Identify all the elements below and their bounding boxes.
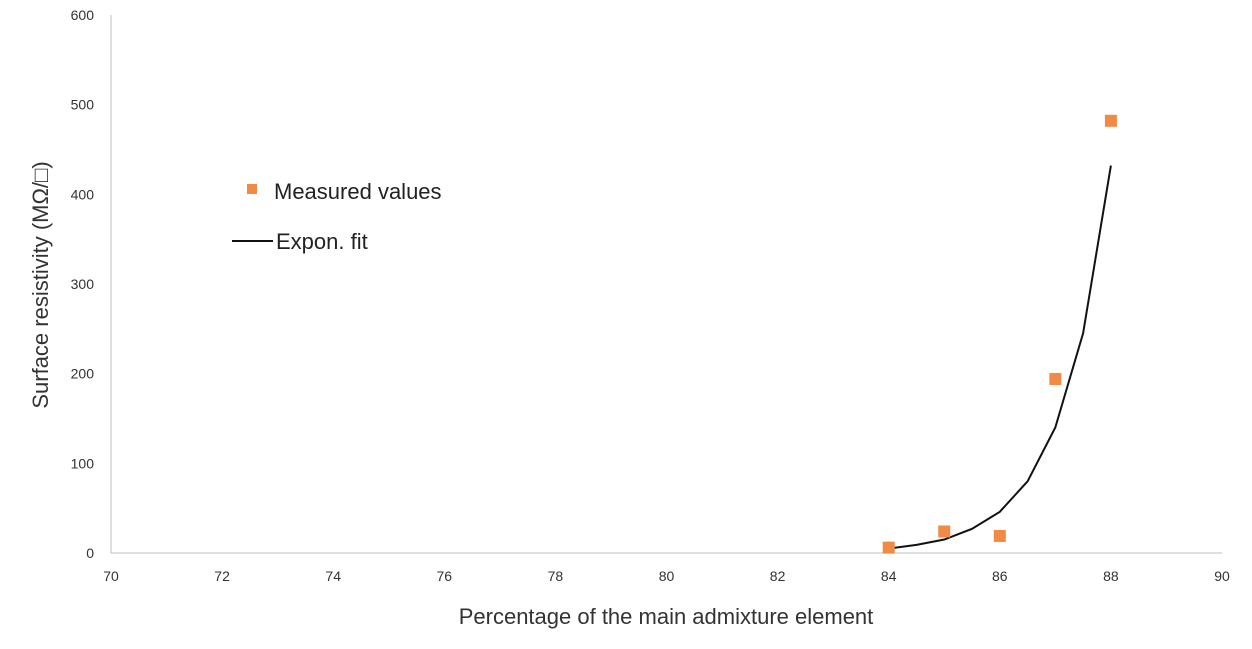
data-point bbox=[938, 525, 951, 538]
y-tick-label: 300 bbox=[71, 276, 95, 292]
x-tick-label: 76 bbox=[437, 568, 453, 584]
y-tick-label: 200 bbox=[71, 366, 95, 382]
legend-label-measured: Measured values bbox=[274, 179, 442, 204]
x-tick-label: 80 bbox=[659, 568, 675, 584]
data-point bbox=[882, 541, 895, 554]
x-tick-label: 84 bbox=[881, 568, 897, 584]
data-point bbox=[1049, 373, 1062, 386]
x-tick-label: 72 bbox=[214, 568, 230, 584]
legend-marker-measured bbox=[247, 184, 257, 194]
y-tick-label: 100 bbox=[71, 455, 95, 471]
y-tick-label: 500 bbox=[71, 97, 95, 113]
axes bbox=[110, 15, 1222, 554]
y-axis-title: Surface resistivity (MΩ/□) bbox=[28, 161, 53, 408]
fit-line bbox=[888, 165, 1112, 550]
data-point bbox=[1104, 114, 1117, 127]
x-tick-label: 86 bbox=[992, 568, 1008, 584]
x-tick-label: 88 bbox=[1103, 568, 1119, 584]
tick-labels: 70 72 74 76 78 80 82 84 86 88 90 0 100 200 300 400 500 60… bbox=[71, 7, 1230, 584]
x-tick-label: 90 bbox=[1214, 568, 1230, 584]
x-tick-label: 74 bbox=[325, 568, 341, 584]
x-tick-label: 82 bbox=[770, 568, 786, 584]
legend: Measured values Expon. fit bbox=[232, 179, 442, 254]
fit-line-layer bbox=[888, 165, 1112, 550]
legend-label-fit: Expon. fit bbox=[276, 229, 368, 254]
x-tick-label: 78 bbox=[548, 568, 564, 584]
x-tick-label: 70 bbox=[103, 568, 119, 584]
x-axis-title: Percentage of the main admixture element bbox=[459, 604, 874, 629]
data-point bbox=[993, 529, 1006, 542]
data-points bbox=[882, 114, 1117, 554]
y-tick-label: 400 bbox=[71, 186, 95, 202]
y-tick-label: 0 bbox=[86, 545, 94, 561]
y-tick-label: 600 bbox=[71, 7, 95, 23]
